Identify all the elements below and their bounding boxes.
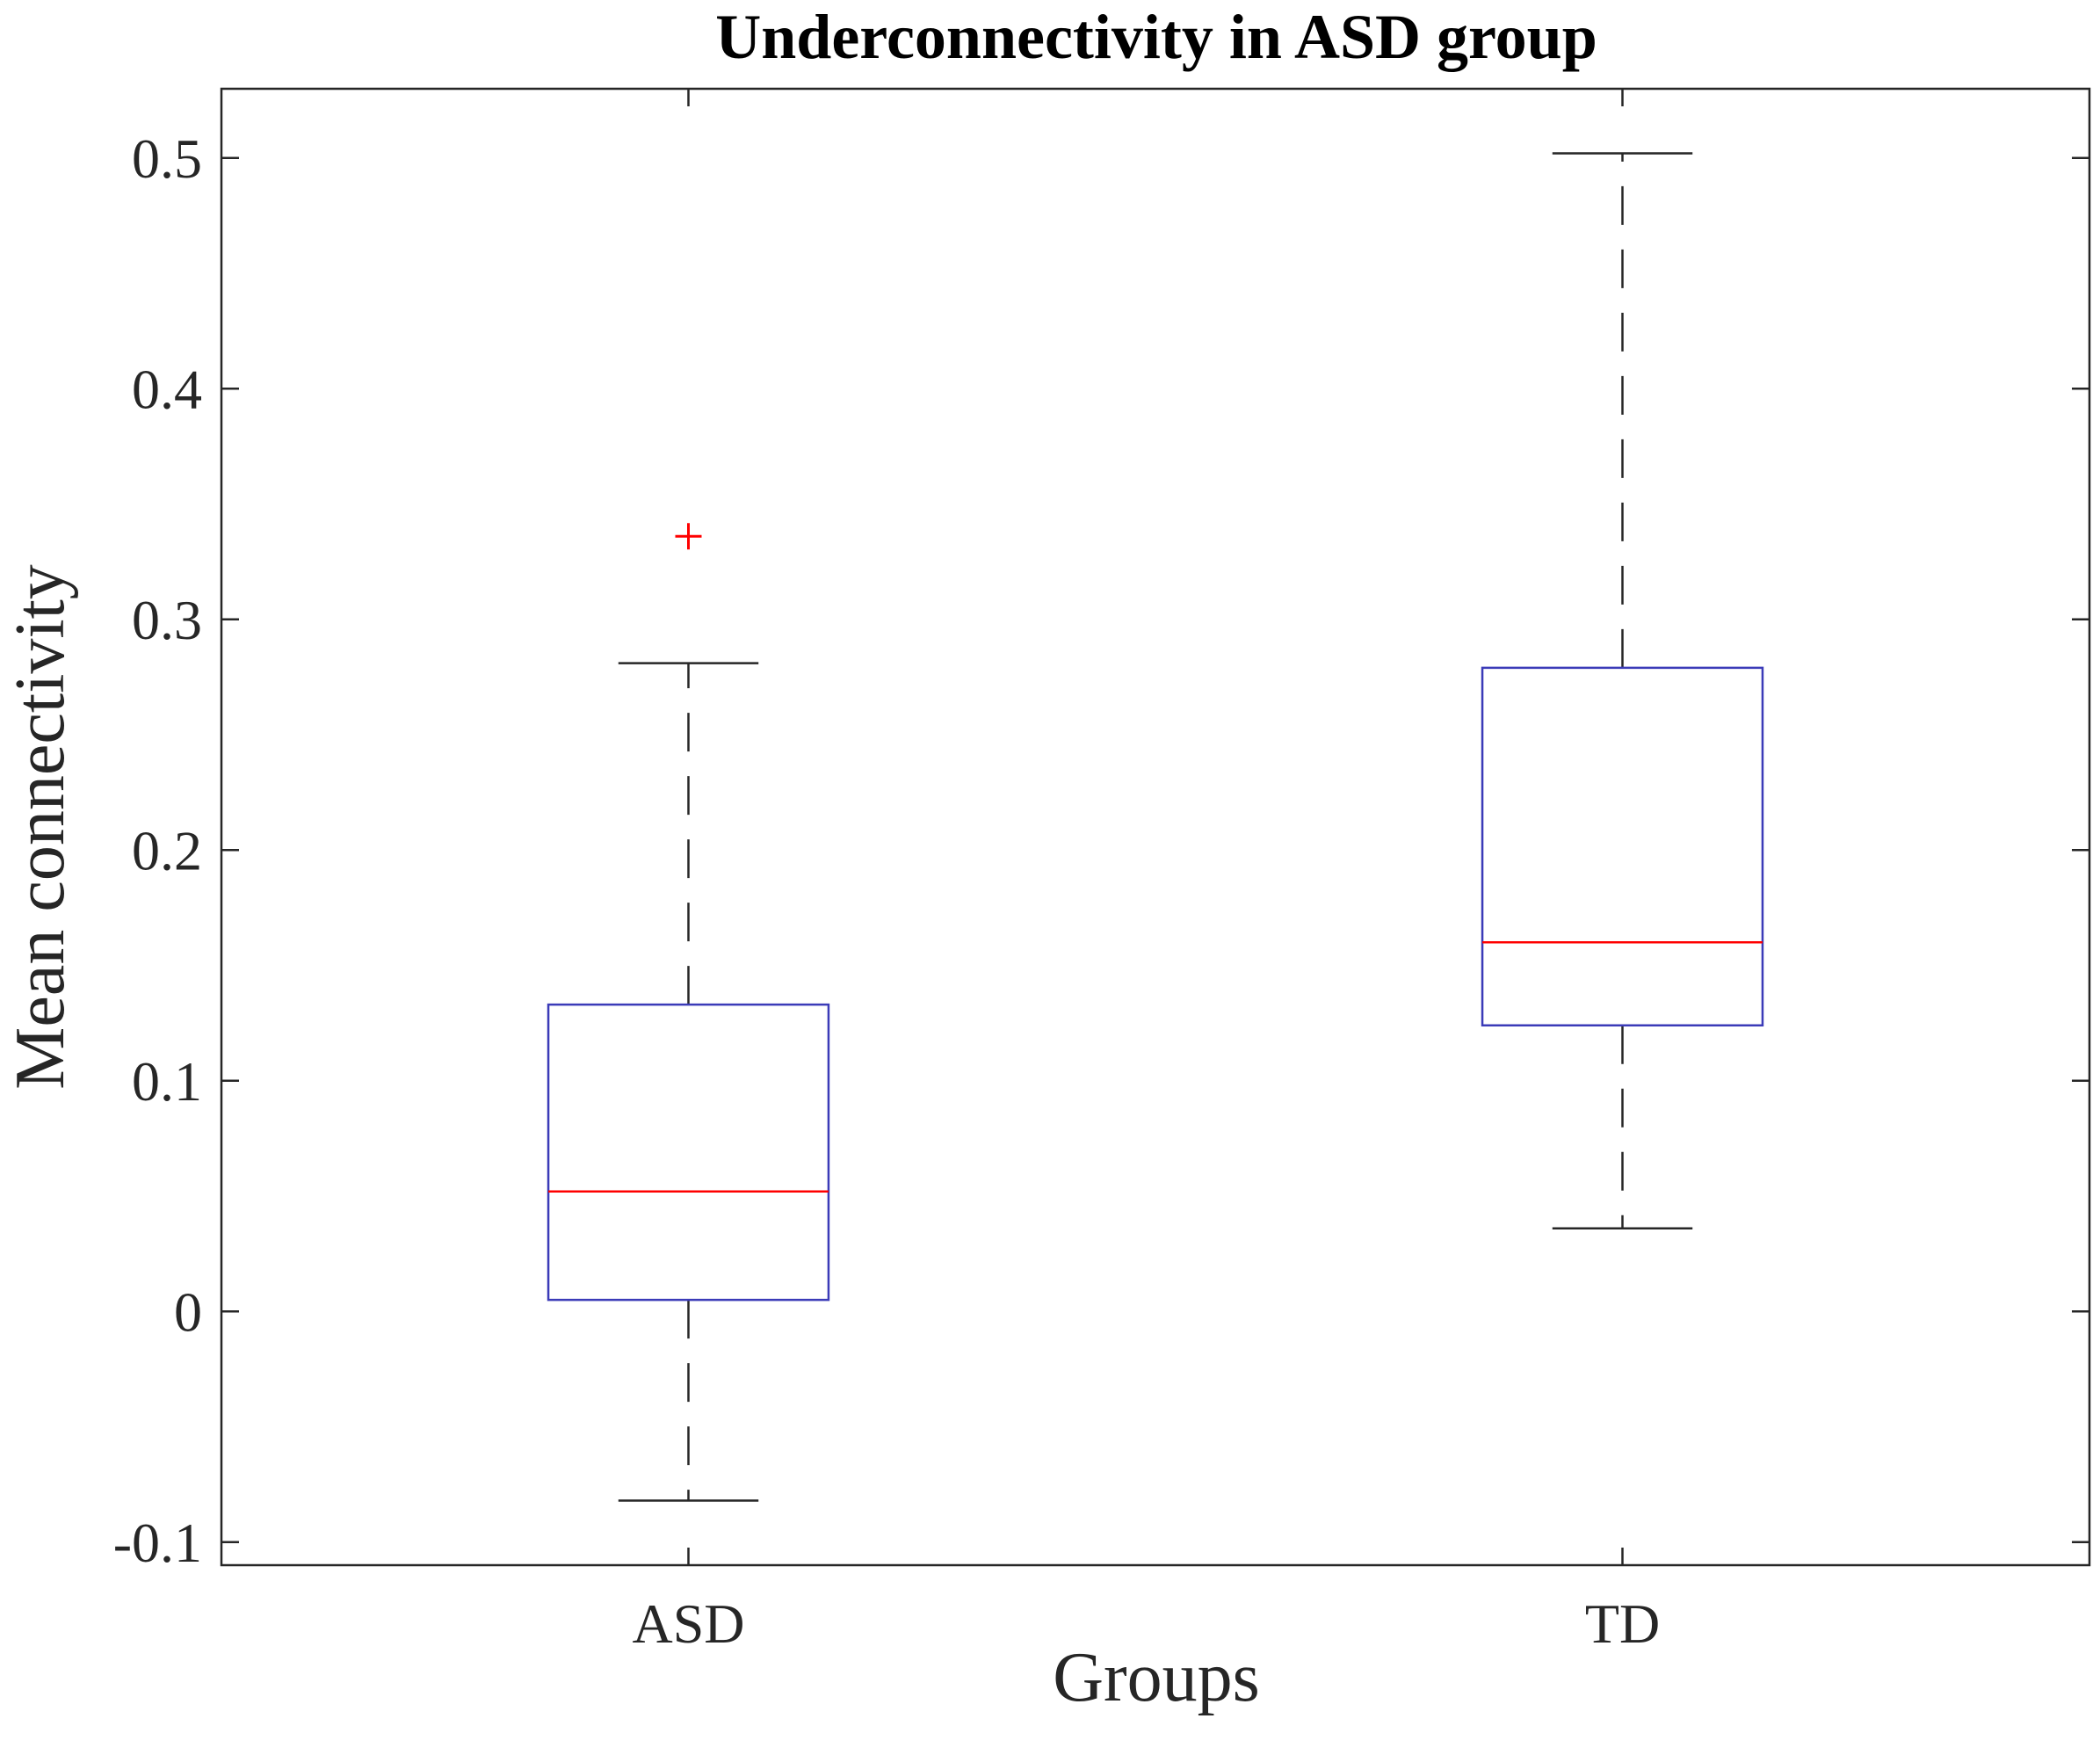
box-group [1481, 152, 1764, 1229]
plot-area [220, 87, 2091, 1567]
chart-title: Underconnectivity in ASD group [715, 2, 1597, 72]
box-series [547, 152, 1764, 1502]
box-iqr [547, 1003, 830, 1302]
box-iqr [1481, 666, 1764, 1026]
y-tick-label: 0.1 [132, 1050, 202, 1113]
x-tick-label: ASD [632, 1592, 744, 1655]
y-tick-label: 0 [174, 1280, 202, 1343]
outlier-marker [675, 523, 702, 550]
y-tick-label: 0.5 [132, 127, 202, 190]
y-axis: -0.1 0 0.1 0.2 0.3 0.4 0.5 [113, 127, 2089, 1574]
x-tick-label: TD [1585, 1592, 1660, 1655]
x-axis: ASD TD [632, 89, 1660, 1655]
x-axis-label: Groups [1053, 1639, 1260, 1716]
box-group [547, 523, 830, 1502]
y-axis-label: Mean connectivity [2, 564, 79, 1090]
y-tick-label: 0.3 [132, 589, 202, 651]
y-tick-label: -0.1 [113, 1512, 202, 1574]
y-tick-label: 0.2 [132, 819, 202, 881]
y-tick-label: 0.4 [132, 358, 202, 420]
